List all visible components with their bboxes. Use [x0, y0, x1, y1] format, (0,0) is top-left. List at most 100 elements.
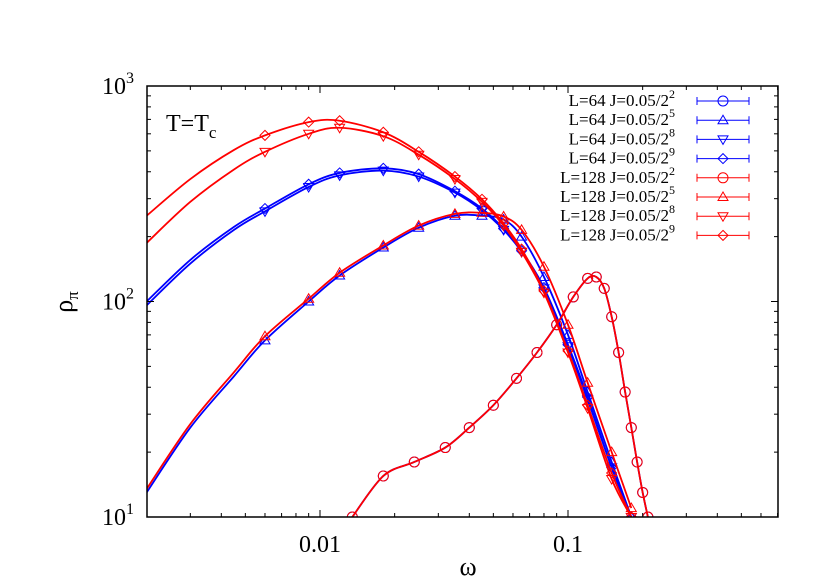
x-axis-title: ω — [459, 552, 476, 581]
triangle-down-marker-icon — [625, 513, 638, 517]
circle-marker-icon — [567, 291, 579, 303]
triangle-up-marker-icon — [581, 376, 594, 387]
plot-series — [147, 115, 654, 517]
circle-marker-icon — [408, 456, 420, 468]
y-tick-label: 103 — [102, 70, 134, 100]
diamond-marker-icon — [449, 170, 461, 183]
series-line — [147, 169, 633, 517]
diamond-marker-icon — [515, 243, 528, 255]
diamond-marker-icon — [605, 467, 618, 479]
diamond-marker-icon — [449, 185, 461, 197]
series-7 — [147, 115, 638, 517]
y-axis-title: ρπ — [49, 291, 82, 313]
svg-text:ρπ: ρπ — [49, 291, 82, 313]
y-tick-label: 101 — [102, 501, 134, 531]
legend-label: L=128 J=0.05/25 — [560, 183, 675, 206]
circle-marker-icon — [631, 456, 643, 468]
circle-marker-icon — [637, 486, 649, 498]
triangle-up-marker-icon — [515, 230, 528, 241]
triangle-up-marker-icon — [497, 210, 510, 221]
y-tick-labels: 101 102 103 — [102, 70, 134, 531]
legend-label: L=64 J=0.05/28 — [569, 125, 675, 148]
circle-marker-icon — [717, 95, 729, 107]
circle-marker-icon — [463, 422, 475, 434]
x-tick-labels: 0.01 0.1 — [299, 532, 583, 558]
triangle-up-marker-icon — [538, 270, 550, 281]
series-line — [351, 274, 649, 517]
diamond-marker-icon — [717, 229, 729, 242]
diamond-marker-icon — [562, 345, 574, 357]
plot-frame — [146, 85, 779, 518]
triangle-up-marker-icon — [717, 114, 729, 125]
triangle-up-marker-icon — [538, 260, 550, 271]
triangle-up-marker-icon — [377, 239, 390, 250]
triangle-up-marker-icon — [605, 446, 618, 457]
circle-marker-icon — [606, 311, 618, 323]
legend-item: L=128 J=0.05/29 — [560, 221, 750, 244]
diamond-marker-icon — [377, 162, 390, 175]
circle-marker-icon — [590, 271, 602, 283]
legend-label: L=128 J=0.05/22 — [560, 164, 675, 187]
circle-marker-icon — [531, 346, 543, 358]
circle-marker-icon — [613, 346, 625, 358]
legend-label: L=64 J=0.05/22 — [569, 87, 675, 110]
circle-marker-icon — [625, 422, 637, 434]
diamond-marker-icon — [259, 129, 271, 142]
series-1 — [147, 209, 635, 517]
legend-item: L=64 J=0.05/22 — [569, 87, 750, 110]
legend-item: L=64 J=0.05/25 — [569, 106, 750, 129]
circle-marker-icon — [346, 511, 358, 517]
legend-label: L=64 J=0.05/25 — [569, 106, 675, 129]
triangle-up-marker-icon — [717, 191, 729, 201]
x-tick-label: 0.1 — [553, 532, 583, 558]
axis-ticks — [147, 86, 779, 518]
series-4 — [346, 271, 654, 517]
series-5 — [147, 206, 638, 513]
diamond-marker-icon — [538, 285, 550, 297]
diamond-marker-icon — [412, 168, 425, 180]
triangle-down-marker-icon — [333, 123, 346, 134]
diamond-marker-icon — [515, 245, 528, 257]
legend-item: L=128 J=0.05/25 — [560, 183, 750, 206]
y-tick-label: 102 — [102, 286, 134, 316]
triangle-down-marker-icon — [302, 129, 315, 140]
diamond-marker-icon — [259, 202, 271, 215]
diamond-marker-icon — [497, 217, 510, 230]
diamond-marker-icon — [302, 116, 315, 128]
circle-marker-icon — [642, 511, 654, 517]
legend-label: L=128 J=0.05/29 — [560, 221, 675, 244]
circle-marker-icon — [598, 282, 610, 294]
series-line — [147, 211, 633, 509]
diamond-marker-icon — [377, 126, 390, 138]
series-line — [147, 118, 633, 517]
triangle-up-marker-icon — [333, 266, 346, 277]
legend-item: L=64 J=0.05/29 — [569, 145, 750, 168]
legend-item: L=128 J=0.05/28 — [560, 202, 750, 225]
diamond-marker-icon — [302, 178, 315, 190]
legend-label: L=128 J=0.05/28 — [560, 202, 675, 225]
legend: L=64 J=0.05/22L=64 J=0.05/25L=64 J=0.05/… — [560, 87, 750, 244]
circle-marker-icon — [487, 399, 499, 411]
triangle-down-marker-icon — [717, 212, 729, 223]
diamond-marker-icon — [476, 193, 488, 206]
circle-marker-icon — [582, 272, 594, 284]
triangle-up-marker-icon — [476, 206, 488, 217]
diamond-marker-icon — [412, 146, 425, 158]
legend-item: L=128 J=0.05/22 — [560, 164, 750, 187]
triangle-up-marker-icon — [449, 207, 461, 218]
triangle-down-marker-icon — [259, 147, 271, 158]
circle-marker-icon — [439, 442, 451, 454]
diamond-marker-icon — [717, 152, 729, 165]
triangle-up-marker-icon — [515, 223, 528, 234]
circle-marker-icon — [619, 386, 631, 398]
circle-marker-icon — [377, 470, 389, 482]
triangle-up-marker-icon — [302, 292, 315, 303]
diamond-marker-icon — [581, 399, 594, 411]
triangle-up-marker-icon — [259, 330, 271, 341]
series-line — [351, 274, 649, 517]
series-line — [147, 167, 633, 517]
triangle-up-marker-icon — [476, 209, 488, 220]
triangle-down-marker-icon — [717, 135, 729, 146]
x-tick-label: 0.01 — [299, 532, 341, 558]
diamond-marker-icon — [625, 511, 638, 517]
